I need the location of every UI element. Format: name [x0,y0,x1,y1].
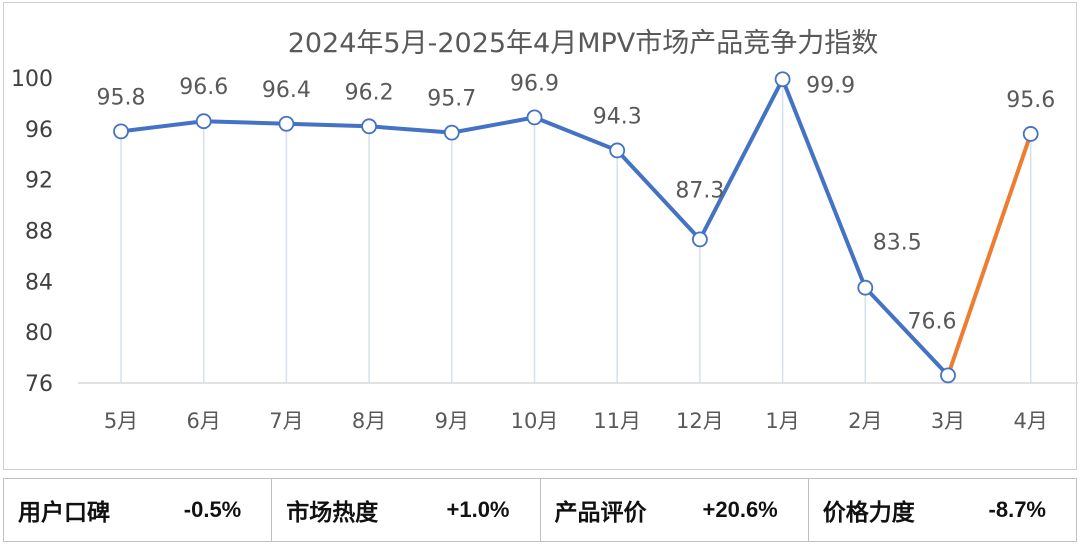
series-segment [697,77,785,242]
x-tick-label: 11月 [593,409,641,433]
summary-value: +20.6% [702,497,778,522]
y-tick-label: 100 [11,67,53,92]
y-tick-label: 80 [25,321,53,346]
x-tick-label: 6月 [187,409,221,433]
data-point [443,124,460,141]
data-label: 95.6 [1006,88,1055,113]
series-lines [119,77,1033,378]
data-point [526,109,543,126]
data-label: 99.9 [806,73,855,98]
series-segment [449,115,537,135]
chart-frame: 2024年5月-2025年4月MPV市场产品竞争力指数 76 80 84 88 92 96… [3,2,1078,470]
series-segment [119,119,206,134]
summary-cell-market-heat: 市场热度 +1.0% [272,479,541,541]
x-tick-label: 7月 [269,409,303,433]
x-tick-label: 3月 [931,409,965,433]
series-segment [615,148,702,242]
summary-cell-price: 价格力度 -8.7% [809,479,1076,541]
summary-label: 价格力度 [822,500,915,526]
y-tick-label: 92 [25,169,53,194]
x-tick-label: 4月 [1014,409,1048,433]
data-label: 96.2 [345,80,394,105]
summary-value: -0.5% [183,497,242,522]
series-segment [863,285,950,378]
data-point [692,231,708,248]
data-point [857,279,874,296]
y-tick-label: 84 [25,270,53,295]
x-tick-label: 5月 [104,409,138,433]
data-point [940,367,956,384]
data-label: 95.8 [97,85,146,110]
x-tick-label: 12月 [676,409,724,433]
data-label: 96.4 [262,78,311,103]
drop-lines [120,86,1032,383]
data-label: 96.9 [510,71,559,96]
data-point [609,142,626,159]
summary-label: 市场热度 [286,500,379,526]
data-point [113,123,129,140]
chart-title: 2024年5月-2025年4月MPV市场产品竞争力指数 [288,28,879,59]
series-segment [532,115,620,153]
data-label: 96.6 [179,75,228,100]
series-segment [367,124,454,135]
y-tick-label: 88 [25,220,53,245]
data-labels: 95.8 96.6 96.4 96.2 95.7 96.9 94.3 87.3 99.9 83.5… [97,71,1056,334]
data-point [278,115,295,132]
summary-value: -8.7% [988,497,1046,522]
data-label: 95.7 [427,87,476,112]
x-tick-label: 10月 [511,409,559,433]
data-label: 83.5 [873,231,922,256]
y-tick-label: 96 [25,118,53,143]
summary-table: 用户口碑 -0.5% 市场热度 +1.0% 产品评价 +20.6% 价格力度 -… [3,478,1077,542]
series-segment-highlight [946,131,1033,378]
summary-cell-reputation: 用户口碑 -0.5% [4,479,273,541]
series-segment [201,119,289,126]
series-points [113,71,1039,384]
data-point [774,71,791,88]
summary-value: +1.0% [446,497,510,522]
data-label: 87.3 [675,178,724,203]
series-segment [284,121,372,129]
data-point [361,118,378,135]
data-label: 94.3 [593,104,642,129]
data-point [1022,126,1039,142]
y-tick-label: 76 [25,372,53,397]
x-tick-label: 2月 [848,409,882,433]
x-axis-ticks: 5月 6月 7月 8月 9月 10月 11月 12月 1月 2月 3月 4月 [104,409,1048,433]
x-tick-label: 1月 [765,409,799,433]
data-point [195,113,212,130]
summary-cell-product-review: 产品评价 +20.6% [541,479,809,541]
summary-label: 产品评价 [554,500,647,526]
x-tick-label: 9月 [435,409,469,433]
x-tick-label: 8月 [352,409,386,433]
line-chart: 2024年5月-2025年4月MPV市场产品竞争力指数 76 80 84 88 92 96… [11,28,1078,433]
series-segment [780,77,868,290]
data-label: 76.6 [908,309,957,334]
y-axis-ticks: 76 80 84 88 92 96 100 [11,67,53,397]
summary-label: 用户口碑 [18,500,110,526]
